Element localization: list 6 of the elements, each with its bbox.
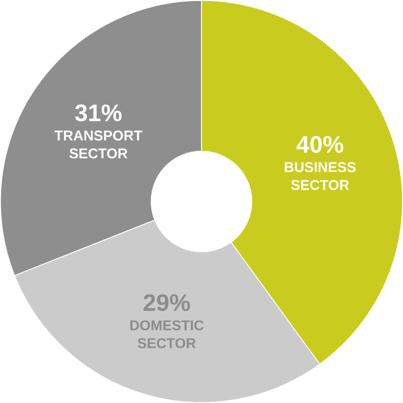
data-label: 29% [144,294,190,312]
slice-label: TRANSPORT SECTOR [54,130,142,158]
data-label: 40% [296,136,344,153]
slice-label: DOMESTIC SECTOR [130,320,204,348]
data-label: 31% [75,104,122,122]
slice-label: BUSINESS SECTOR [284,162,356,190]
